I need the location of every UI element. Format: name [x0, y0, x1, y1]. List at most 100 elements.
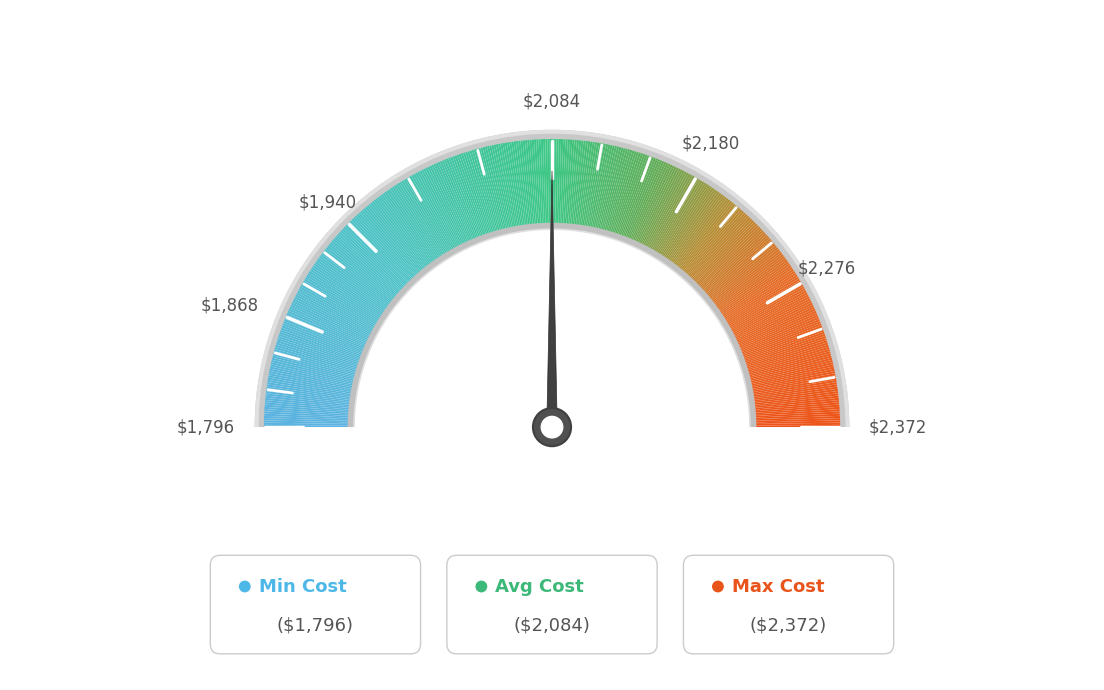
Wedge shape: [731, 304, 815, 344]
Wedge shape: [458, 153, 489, 241]
Wedge shape: [689, 219, 755, 286]
Wedge shape: [592, 144, 613, 235]
Wedge shape: [747, 393, 839, 406]
Wedge shape: [315, 261, 391, 315]
Wedge shape: [534, 139, 541, 230]
Wedge shape: [482, 146, 506, 236]
Wedge shape: [433, 163, 473, 248]
Wedge shape: [322, 250, 396, 308]
Wedge shape: [604, 148, 630, 237]
Wedge shape: [649, 176, 698, 257]
Wedge shape: [575, 140, 588, 232]
Wedge shape: [647, 174, 693, 255]
Wedge shape: [287, 308, 372, 348]
Wedge shape: [648, 175, 696, 256]
Text: $1,940: $1,940: [299, 194, 357, 212]
Wedge shape: [278, 333, 365, 365]
Wedge shape: [293, 298, 375, 340]
Wedge shape: [527, 139, 537, 230]
Wedge shape: [745, 371, 836, 391]
Wedge shape: [435, 161, 474, 247]
Wedge shape: [371, 200, 429, 273]
Wedge shape: [498, 143, 517, 233]
Wedge shape: [623, 157, 658, 244]
Wedge shape: [368, 203, 427, 275]
Wedge shape: [698, 233, 767, 295]
Wedge shape: [743, 355, 832, 380]
Wedge shape: [296, 292, 378, 336]
Wedge shape: [267, 375, 358, 393]
Wedge shape: [421, 168, 464, 251]
Wedge shape: [270, 357, 361, 381]
Wedge shape: [719, 273, 797, 323]
Wedge shape: [618, 155, 652, 242]
Wedge shape: [476, 148, 501, 237]
Wedge shape: [305, 276, 384, 326]
Wedge shape: [671, 197, 730, 271]
Wedge shape: [688, 218, 753, 286]
Wedge shape: [348, 221, 414, 288]
Wedge shape: [290, 302, 374, 343]
Wedge shape: [728, 296, 810, 339]
Wedge shape: [639, 168, 681, 250]
Wedge shape: [379, 195, 435, 270]
Wedge shape: [354, 215, 418, 284]
Wedge shape: [327, 244, 400, 304]
Wedge shape: [555, 138, 559, 230]
Wedge shape: [263, 420, 354, 424]
Wedge shape: [352, 217, 417, 284]
Wedge shape: [586, 142, 604, 233]
Wedge shape: [502, 142, 520, 233]
Wedge shape: [478, 147, 503, 237]
Wedge shape: [287, 310, 372, 349]
Text: $2,276: $2,276: [797, 259, 856, 277]
Wedge shape: [274, 346, 363, 373]
Wedge shape: [587, 143, 606, 233]
Wedge shape: [739, 335, 827, 366]
Wedge shape: [645, 172, 689, 254]
Wedge shape: [675, 200, 733, 273]
Wedge shape: [561, 138, 567, 230]
Wedge shape: [449, 156, 484, 243]
Wedge shape: [709, 252, 783, 308]
Wedge shape: [265, 391, 357, 404]
Wedge shape: [598, 146, 622, 236]
Wedge shape: [571, 139, 582, 231]
Wedge shape: [616, 154, 648, 241]
Wedge shape: [243, 427, 861, 690]
Wedge shape: [741, 342, 829, 371]
Wedge shape: [439, 160, 477, 246]
Wedge shape: [263, 422, 354, 426]
Wedge shape: [418, 170, 463, 253]
Wedge shape: [670, 196, 728, 270]
Wedge shape: [620, 156, 655, 243]
Circle shape: [476, 580, 487, 593]
Wedge shape: [397, 181, 448, 261]
Wedge shape: [388, 188, 442, 265]
Wedge shape: [749, 411, 841, 418]
Wedge shape: [329, 241, 401, 302]
Wedge shape: [552, 138, 554, 230]
Wedge shape: [286, 313, 371, 351]
Wedge shape: [376, 196, 434, 270]
Wedge shape: [460, 152, 491, 240]
Wedge shape: [729, 300, 813, 342]
Wedge shape: [720, 274, 798, 324]
Wedge shape: [509, 141, 524, 233]
Wedge shape: [737, 327, 824, 360]
Wedge shape: [298, 288, 380, 333]
Wedge shape: [665, 189, 719, 266]
Wedge shape: [541, 138, 545, 230]
Circle shape: [238, 580, 251, 593]
Wedge shape: [405, 177, 453, 257]
Wedge shape: [684, 213, 749, 282]
Wedge shape: [734, 317, 820, 353]
Wedge shape: [266, 380, 358, 396]
Wedge shape: [263, 413, 355, 420]
Text: ($1,796): ($1,796): [277, 617, 354, 635]
Wedge shape: [596, 146, 619, 235]
Wedge shape: [480, 146, 505, 236]
Text: Avg Cost: Avg Cost: [496, 578, 584, 595]
Wedge shape: [267, 377, 358, 395]
Wedge shape: [463, 152, 492, 239]
